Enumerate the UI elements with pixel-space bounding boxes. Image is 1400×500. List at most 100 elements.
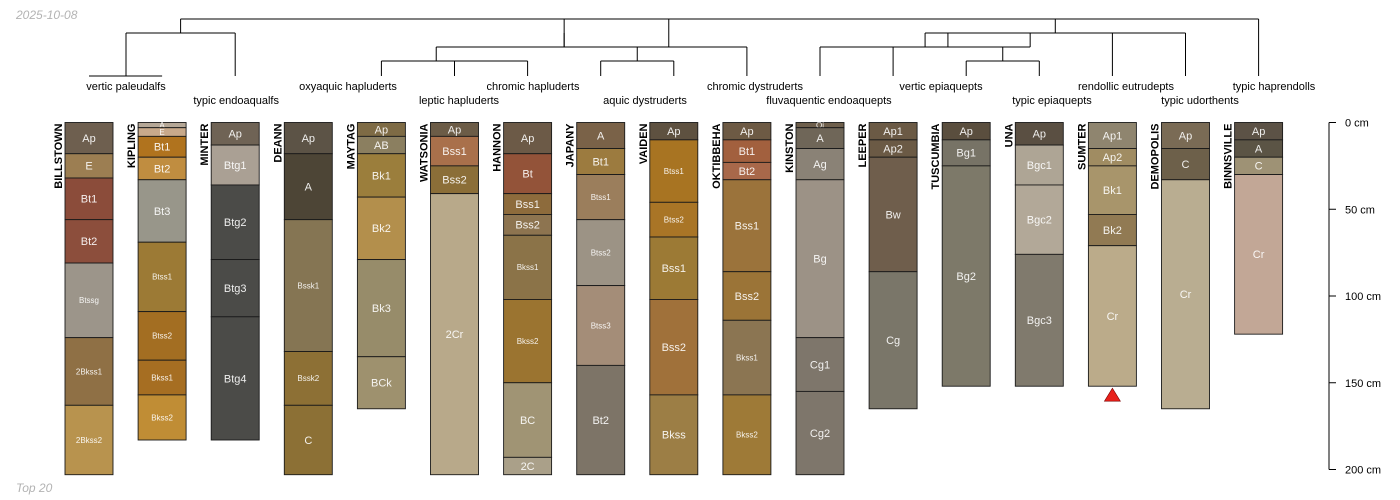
horizon: Bk2 xyxy=(1087,214,1137,247)
horizon-label: E xyxy=(159,128,164,137)
horizon: Bkss1 xyxy=(503,234,553,300)
horizon-label: Oi xyxy=(816,121,824,130)
axis-tick-label: 100 cm xyxy=(1345,291,1381,303)
horizon-label: Bt1 xyxy=(739,146,756,158)
horizon: Btss1 xyxy=(576,174,626,221)
soil-profile: Ap1 Ap2 Bw Cg LEEPER xyxy=(857,122,918,410)
date-stamp: 2025-10-08 xyxy=(16,8,78,22)
horizon-label: Btss1 xyxy=(152,273,173,282)
horizon: Bt1 xyxy=(576,148,626,175)
horizon: Bss2 xyxy=(503,214,553,236)
horizon-label: Bssk1 xyxy=(297,281,319,290)
horizon: Bss2 xyxy=(722,271,772,321)
profile-name: DEANN xyxy=(272,123,284,162)
horizon: 2Bkss1 xyxy=(64,337,114,406)
horizon: E xyxy=(64,153,114,179)
horizon: AB xyxy=(356,135,406,155)
horizon: Ap xyxy=(941,122,991,141)
horizon-box xyxy=(795,179,845,339)
horizon: Bkss xyxy=(649,394,699,476)
profile-name: WATSONIA xyxy=(419,123,431,182)
horizon-box xyxy=(503,299,553,384)
horizon: Ap xyxy=(649,122,699,141)
horizon-label: Btg2 xyxy=(224,217,247,229)
horizon: A xyxy=(795,127,845,149)
profile-name: VAIDEN xyxy=(638,123,650,164)
horizon-box xyxy=(356,356,406,410)
profile-name: JAPANY xyxy=(565,123,577,167)
horizon: Bt2 xyxy=(576,364,626,476)
horizon: 2Cr xyxy=(430,193,479,476)
horizon-label: A xyxy=(816,133,824,145)
profile-name: SUMTER xyxy=(1076,123,1088,170)
horizon-label: C xyxy=(1255,161,1263,173)
horizon-box xyxy=(795,337,845,392)
horizon-label: Ap xyxy=(1033,129,1046,141)
horizon-label: Bt1 xyxy=(81,194,98,206)
horizon-label: Bt1 xyxy=(592,156,609,168)
horizon: Bg1 xyxy=(941,139,991,167)
horizon-box xyxy=(283,351,333,406)
horizon: Btg3 xyxy=(210,259,260,318)
horizon-box xyxy=(649,201,699,238)
profile-name: DEMOPOLIS xyxy=(1150,124,1162,190)
soil-profile: Ap Bg1 Bg2 TUSCUMBIA xyxy=(930,122,991,387)
horizon-label: Bssk2 xyxy=(297,374,319,383)
horizon-box xyxy=(503,456,553,476)
horizon-label: Bg xyxy=(813,254,826,266)
horizon-box xyxy=(576,285,626,366)
horizon-box xyxy=(64,219,114,264)
horizon: Btg2 xyxy=(210,184,260,261)
horizon: Bgc1 xyxy=(1014,144,1064,186)
horizon: Ap xyxy=(1161,122,1210,149)
horizon: Btss3 xyxy=(576,285,626,366)
taxa-labels: vertic paleudalfs typic endoaqualfs oxyaqu… xyxy=(86,81,1316,107)
horizon-label: Btss1 xyxy=(664,167,685,176)
axis-tick-label: 0 cm xyxy=(1345,118,1369,130)
horizon: Bt2 xyxy=(722,161,772,181)
horizon-label: Ap1 xyxy=(1103,130,1123,142)
horizon: Btss2 xyxy=(649,201,699,238)
dendrogram xyxy=(89,18,1260,77)
horizon: Bss1 xyxy=(430,135,479,167)
horizon: Ap xyxy=(1234,122,1284,141)
horizon-box xyxy=(576,364,626,476)
horizon: Ap1 xyxy=(868,122,918,141)
horizon-label: Bkss2 xyxy=(736,431,758,440)
horizon-box xyxy=(137,241,187,313)
horizon-label: Ap xyxy=(1252,126,1265,138)
horizon-box xyxy=(64,122,114,155)
horizon-label: Ap xyxy=(228,129,241,141)
horizon-box xyxy=(1087,214,1137,247)
horizon: C xyxy=(283,404,333,476)
horizon-box xyxy=(356,196,406,261)
horizon-label: Bg2 xyxy=(956,271,976,283)
horizon-label: Bt1 xyxy=(154,142,171,154)
horizon: Ap xyxy=(430,122,479,137)
bedrock-marker-icon xyxy=(1103,387,1121,402)
horizon-box xyxy=(210,259,260,318)
horizon-label: Bg1 xyxy=(956,148,976,160)
horizon-label: Ap xyxy=(82,133,95,145)
horizon: Cg2 xyxy=(795,390,845,476)
horizon-box xyxy=(137,311,187,361)
soil-profile: AE Bt1 Bt2 Bt3 Btss1 Btss2 Bkss1 Bkss2 KIPLING xyxy=(126,121,187,441)
horizon-label: Bt3 xyxy=(154,206,171,218)
horizon-label: Bkss xyxy=(662,430,686,442)
horizon-box xyxy=(1234,174,1284,335)
horizon-label: Cr xyxy=(1107,311,1119,323)
horizon-box xyxy=(1161,148,1210,181)
horizon-label: Bk2 xyxy=(372,223,391,235)
taxon-label: chromic dystruderts xyxy=(707,81,803,93)
horizon-box xyxy=(576,148,626,175)
taxon-label: fluvaquentic endoaquepts xyxy=(766,95,892,107)
horizon-label: Bkss1 xyxy=(151,373,173,382)
horizon: Ap xyxy=(210,122,260,146)
horizon-box xyxy=(941,165,991,387)
horizon: Bss2 xyxy=(649,299,699,396)
horizon: Ap xyxy=(722,122,772,141)
taxon-label: vertic epiaquepts xyxy=(899,81,983,93)
soil-profile: Ap Bt1 Bt2 Bss1 Bss2 Bkss1 Bkss2 OKTIBBEHA xyxy=(711,122,772,476)
soil-profile: Ap Bss1 Bss2 2Cr WATSONIA xyxy=(419,122,479,476)
horizon-box xyxy=(503,382,553,458)
